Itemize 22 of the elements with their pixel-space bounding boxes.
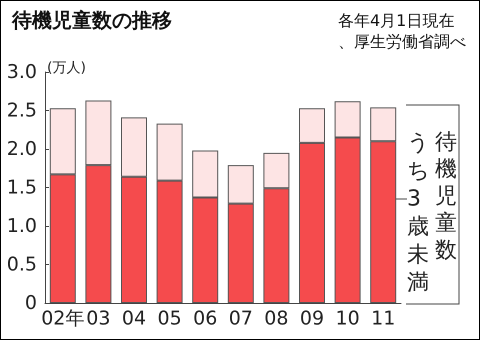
- y-tick-label: 2.5: [6, 100, 37, 122]
- chart-subtitle: 各年4月1日現在、厚生労働省調べ: [338, 11, 466, 51]
- y-tick-label: 2.0: [6, 138, 37, 160]
- x-tick-label: 08: [264, 308, 288, 330]
- y-tick-label: 0.5: [6, 254, 37, 276]
- x-tick-label: 05: [158, 308, 182, 330]
- y-tick-label: 1.0: [6, 215, 37, 237]
- y-tick-label: 1.5: [6, 176, 37, 198]
- x-tick-label: 04: [122, 308, 146, 330]
- x-tick-label: 10: [336, 308, 360, 330]
- y-axis-title: (万人): [47, 60, 86, 76]
- y-tick-label: 0: [24, 292, 37, 314]
- y-tick-label: 3.0: [6, 61, 37, 83]
- series-label: 待機児童数: [435, 130, 457, 263]
- chart-title: 待機児童数の推移: [11, 8, 172, 32]
- series-label: うち3歳未満: [407, 130, 430, 296]
- x-tick-label: 02年: [41, 308, 84, 330]
- x-tick-label: 11: [371, 308, 396, 330]
- x-tick-label: 09: [300, 308, 324, 330]
- x-tick-label: 07: [228, 308, 253, 330]
- x-tick-label: 06: [193, 308, 218, 330]
- x-tick-label: 03: [86, 308, 110, 330]
